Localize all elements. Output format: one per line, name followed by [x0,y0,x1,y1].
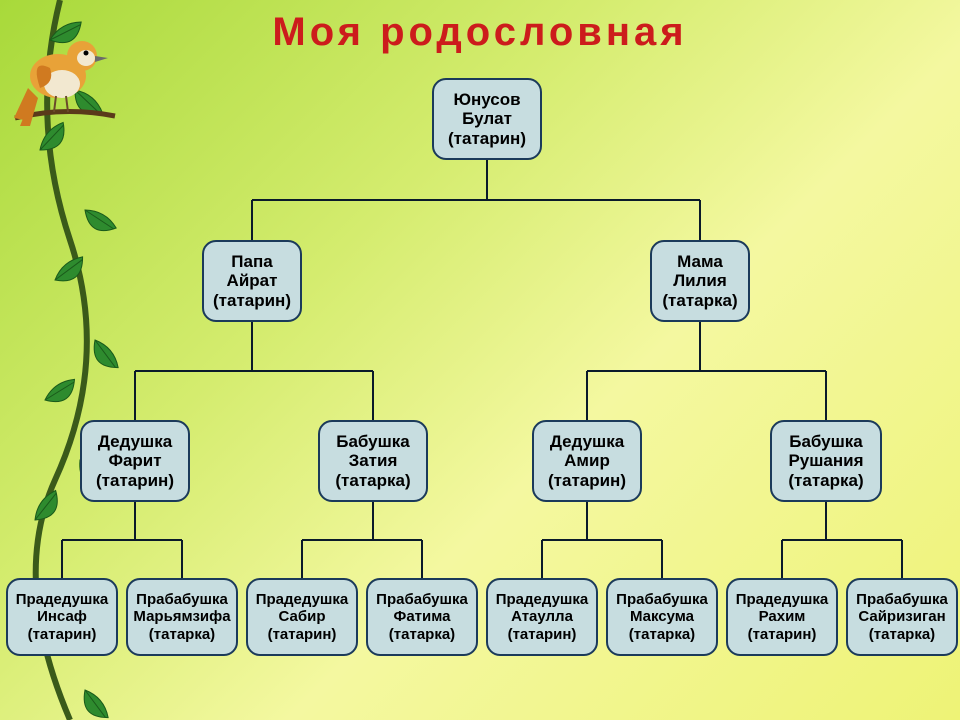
tree-node-pb2: Прабабушка Фатима (татарка) [366,578,478,656]
tree-node-pd4: Прадедушка Рахим (татарин) [726,578,838,656]
tree-node-mama: Мама Лилия (татарка) [650,240,750,322]
tree-node-pb4: Прабабушка Сайризиган (татарка) [846,578,958,656]
page-title: Моя родословная [0,10,960,55]
tree-node-ded1: Дедушка Фарит (татарин) [80,420,190,502]
tree-node-ded2: Дедушка Амир (татарин) [532,420,642,502]
tree-node-pb3: Прабабушка Максума (татарка) [606,578,718,656]
tree-node-bab2: Бабушка Рушания (татарка) [770,420,882,502]
tree-node-bab1: Бабушка Затия (татарка) [318,420,428,502]
tree-node-pd1: Прадедушка Инсаф (татарин) [6,578,118,656]
tree-node-pd2: Прадедушка Сабир (татарин) [246,578,358,656]
family-tree: Юнусов Булат (татарин) Папа Айрат (татари… [0,0,960,720]
tree-node-root: Юнусов Булат (татарин) [432,78,542,160]
tree-node-pb1: Прабабушка Марьямзифа (татарка) [126,578,238,656]
tree-node-pd3: Прадедушка Атаулла (татарин) [486,578,598,656]
tree-node-papa: Папа Айрат (татарин) [202,240,302,322]
